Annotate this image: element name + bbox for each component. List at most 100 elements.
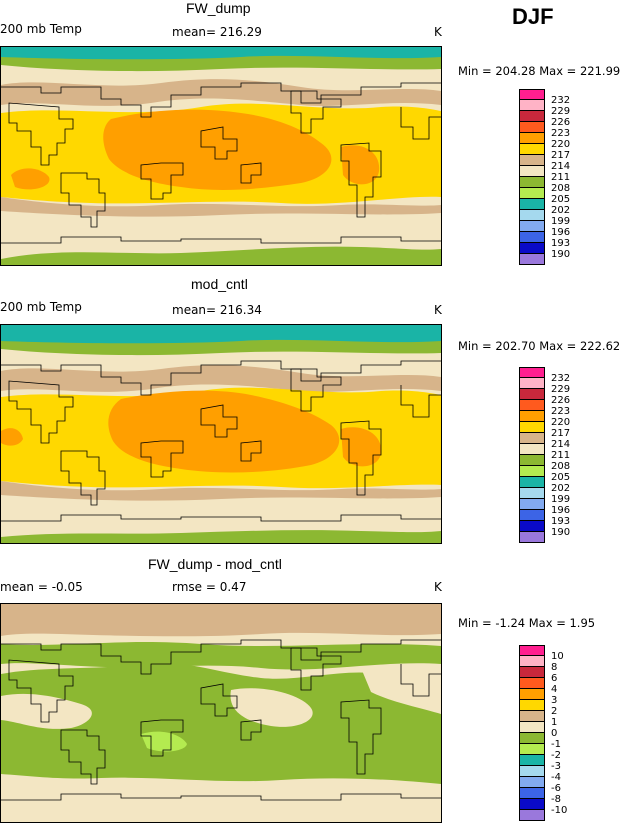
colorbar-tick-label: 196 (551, 504, 571, 516)
colorbar-swatch (519, 433, 545, 444)
panel1-continents (1, 82, 441, 244)
colorbar-tick-label: 226 (551, 116, 571, 128)
colorbar-swatch (519, 733, 545, 744)
colorbar-swatch (519, 466, 545, 477)
panel3-cream-west (1, 693, 92, 729)
colorbar-tick-label: 226 (551, 394, 571, 406)
colorbar-swatch (519, 711, 545, 722)
colorbar-tick-label: 202 (551, 204, 571, 216)
colorbar-tick-label: 1 (551, 716, 558, 728)
colorbar-swatch (519, 89, 545, 100)
colorbar-swatch (519, 133, 545, 144)
panel2-orange-core (108, 390, 340, 473)
colorbar-tick-label: 229 (551, 105, 571, 117)
panel1-map (0, 46, 442, 266)
colorbar-tick-label: -1 (551, 738, 561, 750)
panel3-mean-label: mean = -0.05 (0, 580, 83, 594)
panel2-continents (1, 360, 441, 522)
colorbar-tick-label: -6 (551, 782, 561, 794)
panel1-orange-west (11, 168, 50, 190)
panel3-title: FW_dump - mod_cntl (148, 556, 282, 572)
panel1-unit-label: K (434, 25, 442, 39)
colorbar-swatch (519, 422, 545, 433)
colorbar-swatch (519, 111, 545, 122)
colorbar-tick-label: 217 (551, 149, 571, 161)
season-label: DJF (512, 4, 554, 29)
panel3-green-north (1, 642, 441, 670)
colorbar-swatch (519, 689, 545, 700)
colorbar-swatch (519, 400, 545, 411)
colorbar-tick-label: 208 (551, 182, 571, 194)
colorbar-tick-label: 190 (551, 248, 571, 260)
colorbar-swatch (519, 177, 545, 188)
colorbar-swatch (519, 367, 545, 378)
colorbar-swatch (519, 199, 545, 210)
colorbar-tick-label: 220 (551, 138, 571, 150)
panel2-orange-east (341, 427, 382, 467)
colorbar-swatch (519, 700, 545, 711)
colorbar-swatch (519, 232, 545, 243)
panel3-map (0, 603, 442, 823)
colorbar-swatch (519, 444, 545, 455)
panel3-min-max: Min = -1.24 Max = 1.95 (458, 616, 596, 630)
panel2-tan-south (1, 481, 441, 501)
colorbar-tick-label: 196 (551, 226, 571, 238)
panel1-variable-label: 200 mb Temp (0, 22, 82, 36)
colorbar-tick-label: -3 (551, 760, 561, 772)
colorbar-swatch (519, 667, 545, 678)
panel3-cream-south (1, 784, 441, 822)
colorbar-tick-label: 205 (551, 193, 571, 205)
colorbar-swatch (519, 722, 545, 733)
colorbar-swatch (519, 799, 545, 810)
colorbar-swatch (519, 254, 545, 265)
panel2-north-green (1, 339, 441, 356)
panel1-north-green (1, 55, 441, 72)
colorbar-tick-label: 223 (551, 405, 571, 417)
panel2-title: mod_cntl (191, 276, 248, 292)
colorbar-swatch (519, 144, 545, 155)
colorbar-swatch (519, 521, 545, 532)
panel1-map-svg (1, 47, 441, 265)
colorbar-tick-label: 208 (551, 460, 571, 472)
colorbar-tick-label: 8 (551, 661, 558, 673)
colorbar-tick-label: 229 (551, 383, 571, 395)
colorbar-tick-label: 217 (551, 427, 571, 439)
colorbar-swatch (519, 389, 545, 400)
colorbar-tick-label: 214 (551, 438, 571, 450)
colorbar-swatch (519, 455, 545, 466)
colorbar-tick-label: 193 (551, 515, 571, 527)
panel1-orange-east (341, 145, 380, 185)
colorbar-tick-label: 193 (551, 237, 571, 249)
panel1-min-max: Min = 204.28 Max = 221.99 (458, 64, 621, 78)
colorbar-tick-label: 232 (551, 94, 571, 106)
colorbar-swatch (519, 744, 545, 755)
panel3-rmse-label: rmse = 0.47 (172, 580, 247, 594)
colorbar-tick-label: 205 (551, 471, 571, 483)
panel1-orange-core (103, 109, 332, 190)
colorbar-swatch (519, 100, 545, 111)
colorbar-tick-label: -8 (551, 793, 561, 805)
colorbar-tick-label: -4 (551, 771, 561, 783)
panel1-title: FW_dump (186, 0, 251, 16)
colorbar-swatch (519, 210, 545, 221)
colorbar-swatch (519, 221, 545, 232)
panel1-mean-label: mean= 216.29 (172, 25, 262, 39)
colorbar-swatch (519, 755, 545, 766)
panel3-lightgreen (141, 731, 187, 752)
panel2-variable-label: 200 mb Temp (0, 300, 82, 314)
panel3-cream-east (361, 666, 441, 714)
colorbar-swatch (519, 499, 545, 510)
panel2-mean-label: mean= 216.34 (172, 303, 262, 317)
colorbar-tick-label: 10 (551, 650, 564, 662)
colorbar-tick-label: 214 (551, 160, 571, 172)
colorbar-swatch (519, 510, 545, 521)
panel3-continents (1, 639, 441, 801)
panel2-unit-label: K (434, 303, 442, 317)
panel1-tan-south (1, 197, 441, 217)
colorbar-swatch (519, 188, 545, 199)
colorbar-swatch (519, 645, 545, 656)
colorbar-swatch (519, 477, 545, 488)
colorbar-swatch (519, 488, 545, 499)
colorbar-tick-label: 223 (551, 127, 571, 139)
panel1-south-green (1, 246, 441, 265)
